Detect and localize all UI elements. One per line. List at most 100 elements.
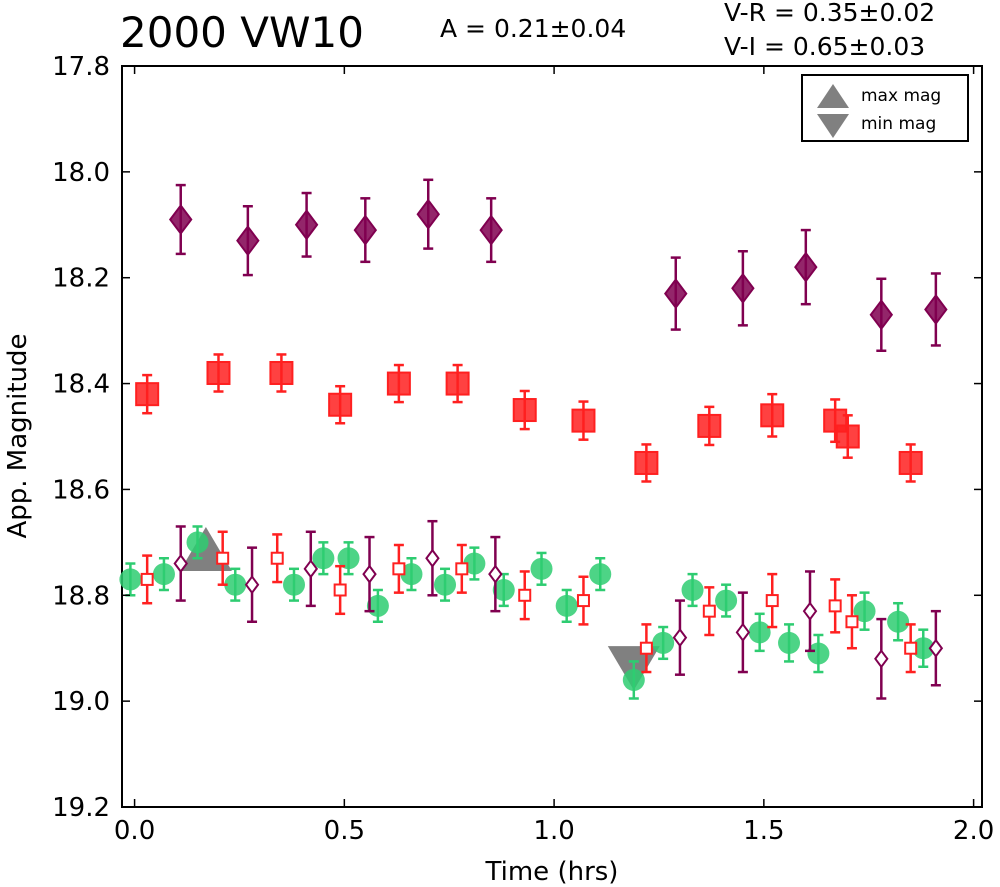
V_circles-point — [152, 563, 175, 586]
V_circles-point — [530, 557, 553, 580]
y-tick-label: 18.4 — [52, 370, 110, 400]
V_circles-point — [778, 631, 801, 654]
V_circles-point — [912, 637, 935, 660]
y-axis-label: App. Magnitude — [3, 333, 33, 538]
I_filled-point — [236, 224, 260, 257]
I_filled-point — [664, 277, 688, 310]
I_open-point — [244, 575, 260, 595]
y-tick-label: 17.8 — [52, 52, 110, 82]
legend-max-label: max mag — [861, 86, 942, 106]
I_open-point — [874, 649, 889, 669]
R_open-point — [270, 551, 284, 565]
I_filled-point — [731, 272, 755, 304]
amplitude-label: A = 0.21±0.04 — [440, 14, 627, 43]
R_open-point — [845, 615, 859, 629]
R_open-point — [765, 594, 779, 608]
x-tick-label: 0.0 — [114, 816, 155, 846]
I_open-point — [425, 548, 440, 568]
I_open-point — [928, 638, 944, 658]
min-mag-triangle-icon — [817, 114, 849, 138]
R_filled-point — [269, 360, 294, 385]
R_filled-point — [512, 398, 537, 423]
I_open-point — [303, 559, 319, 579]
I_filled-point — [416, 198, 440, 230]
R_filled-point — [386, 371, 411, 396]
I_open-point — [173, 553, 188, 574]
R_open-point — [333, 583, 347, 597]
V_circles-point — [715, 589, 738, 612]
R_open-point — [702, 604, 716, 618]
R_filled-point — [697, 413, 722, 438]
V_circles-point — [887, 610, 910, 633]
I_filled-point — [794, 251, 818, 283]
V_circles-point — [283, 573, 305, 596]
x-tick-label: 1.0 — [533, 816, 574, 846]
R_filled-point — [571, 408, 596, 433]
R_filled-point — [135, 382, 160, 407]
I_open-point — [802, 601, 818, 621]
V_circles-point — [119, 568, 142, 591]
x-tick-label: 2.0 — [953, 816, 994, 846]
y-tick-label: 18.2 — [52, 264, 110, 294]
V_circles-point — [589, 563, 612, 586]
R_open-point — [576, 594, 590, 608]
I_filled-point — [869, 299, 894, 331]
R_filled-point — [634, 450, 659, 475]
I_filled-point — [924, 293, 948, 326]
R_filled-point — [206, 360, 231, 385]
color-index-vr: V-R = 0.35±0.02 — [724, 0, 936, 27]
I_filled-point — [353, 214, 378, 246]
color-index-vi: V-I = 0.65±0.03 — [724, 32, 926, 61]
R_filled-point — [445, 371, 470, 396]
I_filled-point — [479, 214, 503, 246]
legend-min-label: min mag — [861, 114, 937, 134]
V_circles-point — [748, 621, 771, 644]
R_open-point — [455, 562, 469, 576]
I_filled-point — [168, 203, 193, 236]
data-points — [119, 178, 948, 700]
V_circles-point — [807, 642, 830, 665]
chart-title: 2000 VW10 — [120, 8, 364, 57]
y-tick-label: 18.0 — [52, 158, 110, 188]
V_circles-point — [186, 531, 209, 554]
R_filled-point — [835, 424, 860, 449]
V_circles-point — [652, 631, 675, 654]
R_filled-point — [760, 403, 785, 428]
R_open-point — [518, 588, 532, 602]
R_filled-point — [898, 450, 923, 475]
V_circles-point — [224, 573, 247, 596]
R_open-point — [828, 599, 842, 613]
R_open-point — [392, 562, 406, 576]
V_circles-point — [853, 600, 876, 623]
V_circles-point — [400, 563, 423, 586]
R_open-point — [639, 641, 653, 655]
max-mag-triangle-icon — [817, 84, 849, 108]
I_open-point — [735, 622, 751, 643]
R_open-point — [904, 641, 918, 655]
V_circles-point — [492, 578, 515, 601]
V_circles-point — [337, 547, 360, 570]
V_circles-point — [555, 594, 578, 617]
I_open-point — [362, 564, 377, 584]
legend: max mag min mag — [801, 74, 969, 142]
y-tick-label: 19.0 — [52, 687, 110, 717]
x-tick-label: 0.5 — [324, 816, 365, 846]
y-tick-label: 18.6 — [52, 475, 110, 505]
R_open-point — [216, 551, 230, 565]
R_open-point — [140, 572, 154, 586]
I_filled-point — [294, 209, 319, 241]
V_circles-point — [463, 552, 486, 575]
I_open-point — [488, 564, 503, 584]
V_circles-point — [622, 668, 645, 691]
I_open-point — [672, 627, 688, 648]
axis-ticks: 0.0 0.5 1.0 1.5 2.0 17.8 18.0 18.2 18.4 18.6 18.8 1… — [52, 52, 994, 846]
y-tick-label: 19.2 — [52, 793, 110, 823]
V_circles-point — [312, 547, 335, 570]
V_circles-point — [434, 573, 457, 596]
x-tick-label: 1.5 — [743, 816, 784, 846]
x-axis-label: Time (hrs) — [485, 857, 619, 887]
y-tick-label: 18.8 — [52, 581, 110, 611]
V_circles-point — [681, 578, 704, 601]
R_filled-point — [328, 392, 353, 417]
